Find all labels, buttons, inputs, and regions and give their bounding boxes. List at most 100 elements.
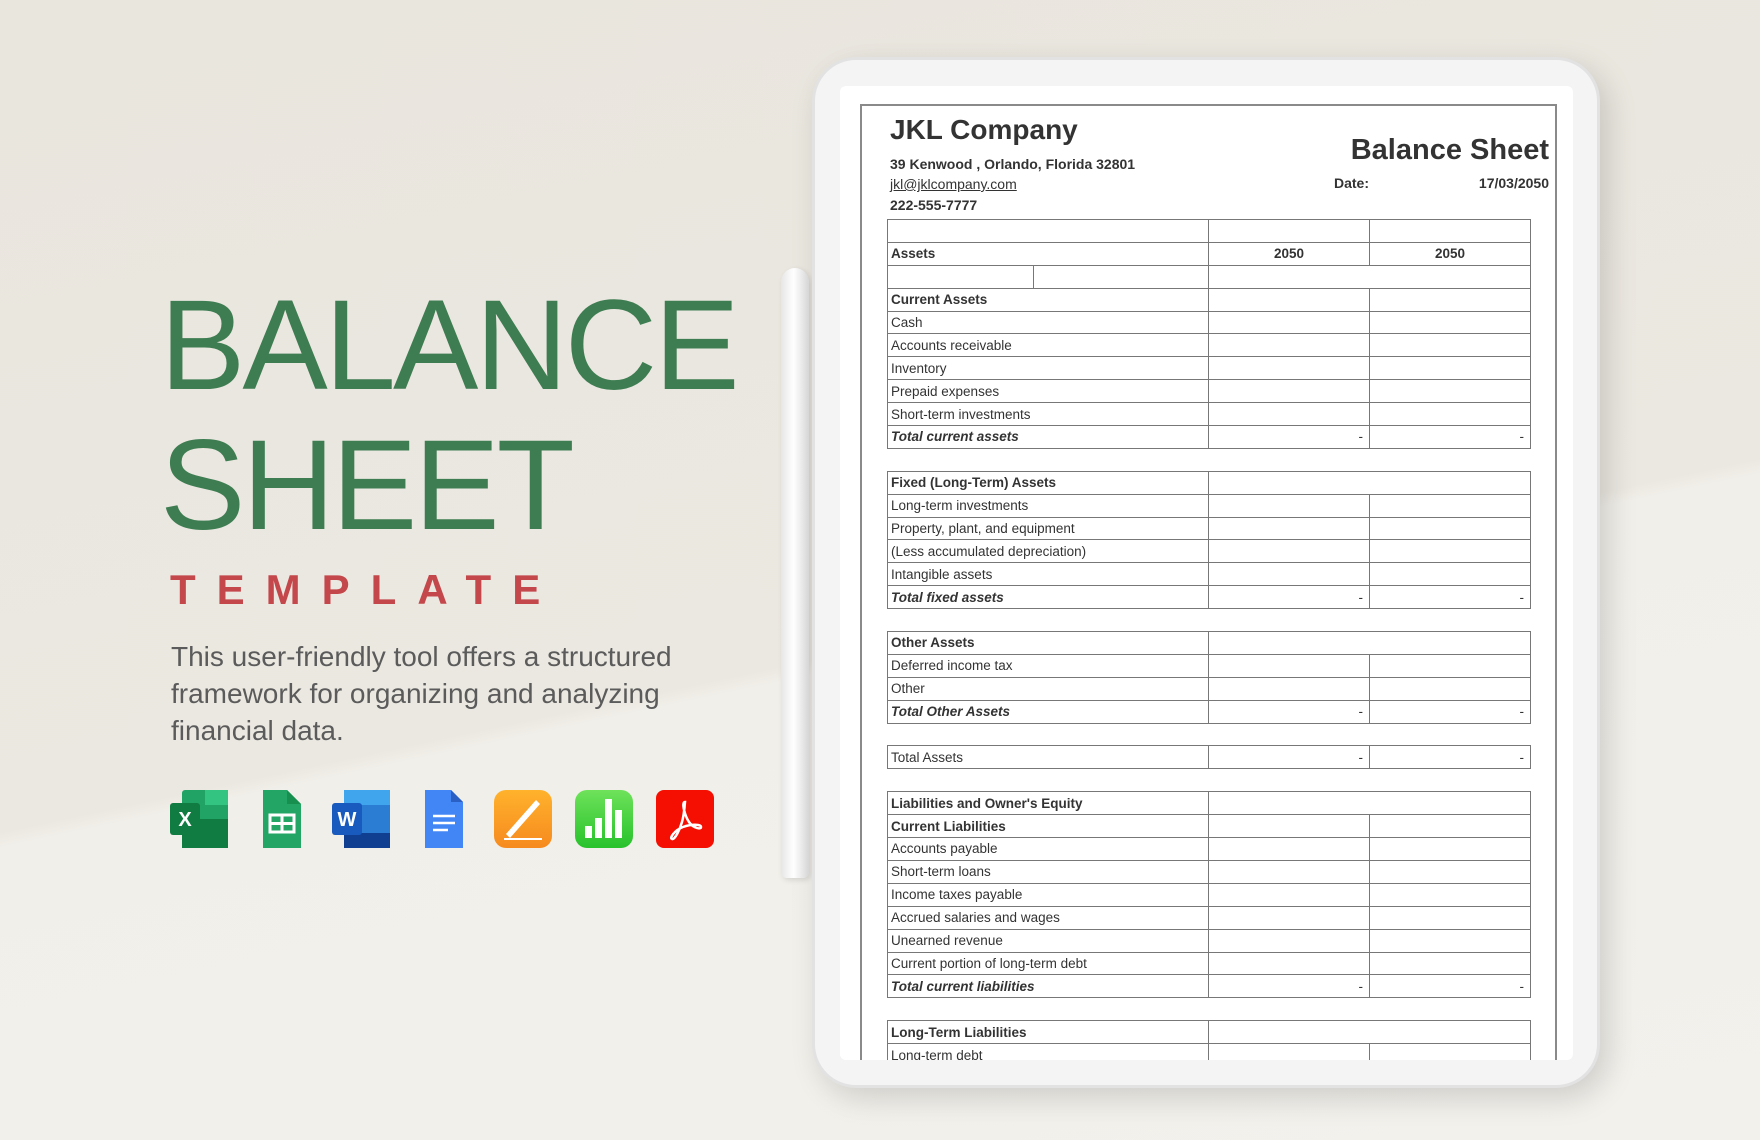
table-row: Intangible assets [887,562,1531,587]
value-cell[interactable] [1208,631,1531,655]
value-cell[interactable] [1208,859,1370,884]
value-cell[interactable] [1208,379,1370,404]
excel-icon[interactable]: X [170,790,228,848]
value-cell[interactable] [1369,676,1531,701]
value-cell[interactable] [1208,516,1370,541]
value-cell[interactable] [1208,676,1370,701]
value-cell[interactable] [1208,1020,1531,1045]
company-email[interactable]: jkl@jklcompany.com [890,176,1017,192]
value-cell[interactable] [1369,814,1531,839]
table-row: Total Assets - - [887,745,1531,770]
value-cell[interactable] [1208,287,1370,312]
value-cell[interactable] [1369,837,1531,861]
value-cell[interactable] [1208,653,1370,678]
value-cell[interactable] [1369,333,1531,358]
google-sheets-icon[interactable] [251,790,309,848]
year-header: 2050 [1369,241,1531,266]
numbers-icon[interactable] [575,790,633,848]
value-cell[interactable]: - [1369,699,1531,724]
pages-icon[interactable] [494,790,552,848]
value-cell[interactable] [1369,379,1531,404]
value-cell[interactable] [1369,928,1531,953]
value-cell[interactable] [1369,905,1531,930]
value-cell[interactable] [1208,814,1370,839]
word-icon[interactable]: W [332,790,390,848]
value-cell[interactable] [1208,219,1370,243]
row-label: Cash [887,310,1209,335]
value-cell[interactable] [1369,516,1531,541]
svg-text:W: W [338,809,357,831]
table-row: Current Assets [887,287,1531,312]
row-label: Short-term loans [887,859,1209,884]
pdf-icon[interactable] [656,790,714,848]
spacer-row [888,998,1531,1021]
value-cell[interactable] [1369,287,1531,312]
value-cell[interactable] [1369,493,1531,518]
value-cell[interactable]: - [1369,585,1531,610]
value-cell[interactable] [1369,562,1531,587]
table-row: Accrued salaries and wages [887,905,1531,930]
value-cell[interactable] [1369,310,1531,335]
table-row: Current Liabilities [887,814,1531,839]
table-row: Property, plant, and equipment [887,516,1531,541]
row-label: Assets [887,241,1209,266]
row-label: Other [887,676,1209,701]
value-cell[interactable] [1208,402,1370,427]
value-cell[interactable] [1208,951,1370,976]
balance-sheet-document: JKL Company 39 Kenwood , Orlando, Florid… [860,104,1557,1060]
row-label: Long-term investments [887,493,1209,518]
value-cell[interactable] [1208,264,1531,289]
table-row: Total Other Assets - - [887,699,1531,724]
value-cell[interactable] [1208,882,1370,907]
hero-title-line2: SHEET [160,414,575,557]
value-cell[interactable] [1208,1043,1370,1060]
value-cell[interactable] [1369,859,1531,884]
row-label: Total current liabilities [887,974,1209,999]
value-cell[interactable] [1208,905,1370,930]
value-cell[interactable]: - [1208,585,1370,610]
value-cell[interactable] [1208,493,1370,518]
value-cell[interactable] [1369,1043,1531,1060]
table-row: Other [887,676,1531,701]
value-cell[interactable] [1369,539,1531,564]
row-label: Accounts payable [887,837,1209,861]
table-row: Short-term investments [887,402,1531,427]
table-row: Prepaid expenses [887,379,1531,404]
value-cell[interactable]: - [1208,745,1370,770]
blank-cell[interactable] [887,264,1034,289]
table-row: Accounts receivable [887,333,1531,358]
value-cell[interactable] [1208,791,1531,816]
tablet-screen: JKL Company 39 Kenwood , Orlando, Florid… [840,86,1573,1060]
value-cell[interactable] [1369,356,1531,381]
table-row: Total fixed assets - - [887,585,1531,610]
value-cell[interactable]: - [1369,974,1531,999]
row-label: Other Assets [887,631,1209,655]
value-cell[interactable]: - [1369,425,1531,449]
value-cell[interactable] [1369,951,1531,976]
value-cell[interactable]: - [1208,425,1370,449]
value-cell[interactable] [1208,539,1370,564]
value-cell[interactable] [1208,470,1531,495]
value-cell[interactable] [1208,928,1370,953]
value-cell[interactable] [1208,837,1370,861]
value-cell[interactable] [1369,219,1531,243]
value-cell[interactable]: - [1369,745,1531,770]
value-cell[interactable] [1369,882,1531,907]
value-cell[interactable]: - [1208,699,1370,724]
spacer-row [888,448,1531,471]
value-cell[interactable] [1208,356,1370,381]
value-cell[interactable]: - [1208,974,1370,999]
spacer-cell [888,998,1531,1021]
hero-title-line1: BALANCE [160,274,740,417]
value-cell[interactable] [1369,653,1531,678]
blank-cell[interactable] [1033,264,1209,289]
google-docs-icon[interactable] [413,790,471,848]
stylus-pencil [781,268,809,878]
value-cell[interactable] [1208,562,1370,587]
row-label: Prepaid expenses [887,379,1209,404]
value-cell[interactable] [1208,310,1370,335]
value-cell[interactable] [1369,402,1531,427]
row-label: Long-term debt [887,1043,1209,1060]
balance-sheet-table: Assets 2050 2050 Current Assets Cash Accounts… [887,219,1531,1060]
value-cell[interactable] [1208,333,1370,358]
